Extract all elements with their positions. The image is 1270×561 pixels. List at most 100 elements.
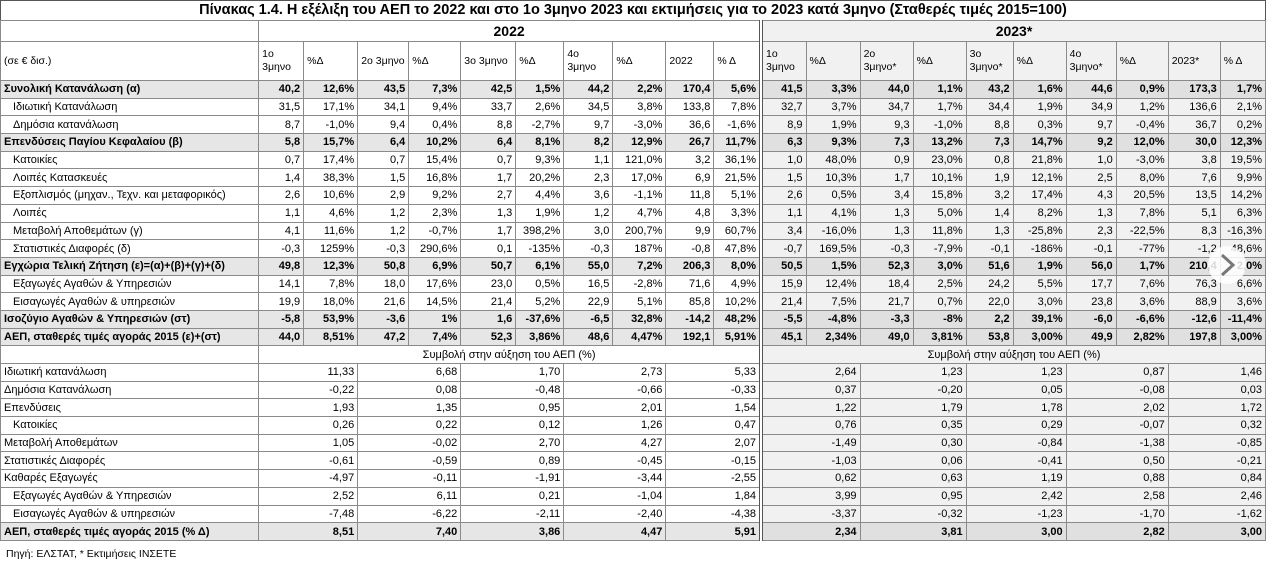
cell-value: 2,2% [612,80,667,99]
cell-value: 0,95 [460,398,565,418]
cell-value: 192,1 [665,327,715,347]
cell-value: 2,52 [258,486,359,506]
cell-value: 2,6 [258,186,305,205]
cell-value: 1,22 [759,398,861,418]
footer-note: Πηγή: ΕΛΣΤΑΤ, * Εκτιμήσεις ΙΝΣΕΤΕ [6,548,177,560]
cell-value: 17,1% [303,97,359,117]
cell-value: 60,7% [713,221,762,241]
cell-value: 0,30 [859,433,967,453]
cell-value: 2,3 [563,168,614,188]
cell-value: 1,23 [965,363,1067,382]
cell-value: 3,3% [805,80,861,99]
cell-value: 1,2 [357,203,410,223]
cell-value: 2,64 [759,363,861,382]
cell-value: -4,97 [258,469,359,488]
cell-value: 44,0 [258,327,305,347]
cell-value: 7,6% [1115,274,1169,294]
contribution-row: Εξαγωγές Αγαθών & Υπηρεσιών 2,52 6,11 0,21-… [0,486,1267,506]
cell-value: 3,81 [859,522,967,541]
cell-value: -1,49 [759,433,861,453]
cell-value: 13,5 [1167,186,1221,205]
cell-value: 1,7 [460,221,517,241]
cell-value: 6,9 [665,168,715,188]
cell-value: 3,2 [965,186,1014,205]
cell-value: 23,8 [1065,292,1117,311]
cell-value: 4,9% [713,274,762,294]
cell-value: 4,47 [563,522,667,541]
cell-value: 5,6% [713,80,762,99]
cell-value: 4,4% [515,186,565,205]
cell-value: 3,0% [912,256,967,276]
cell-value: 8,8 [965,115,1014,135]
cell-value: 44,0 [859,80,914,99]
cell-value: 2,58 [1065,486,1169,506]
cell-value: 21,6 [357,292,410,311]
cell-value: 1,6 [460,309,517,329]
cell-value: -0,20 [859,380,967,400]
cell-value: 41,5 [759,80,807,99]
cell-value: 17,4% [303,150,359,170]
cell-value: 0,47 [665,416,762,435]
cell-value: -0,22 [258,380,359,400]
cell-value: 3,86% [515,327,565,347]
cell-value: 0,84 [1167,469,1267,488]
row-label: Ιδιωτική κατανάλωση [0,363,260,382]
year-row: 2022 2023* [0,20,1267,42]
column-header: 1ο 3μηνο [258,41,305,81]
cell-value: -3,6 [357,309,410,329]
cell-value: -0,15 [665,451,762,471]
cell-value: 36,7 [1167,115,1221,135]
cell-value: 9,2% [408,186,462,205]
row-label: Εισαγωγές Αγαθών & υπηρεσιών [0,504,260,524]
row-label: Εισαγωγές Αγαθών & υπηρεσιών [0,292,260,311]
cell-value: 23,0 [460,274,517,294]
row-label: Καθαρές Εξαγωγές [0,469,260,488]
cell-value: 0,5% [515,274,565,294]
cell-value: 2,02 [1065,398,1169,418]
cell-value: 2,6% [515,97,565,117]
gdp-table: Πίνακας 1.4. Η εξέλιξη του ΑΕΠ το 2022 κ… [0,0,1267,541]
cell-value: 6,68 [357,363,462,382]
cell-value: 4,47% [612,327,667,347]
cell-value: 2,82% [1115,327,1169,347]
cell-value: 1,7% [912,97,967,117]
cell-value: 8,51% [303,327,359,347]
cell-value: 47,8% [713,239,762,258]
cell-value: 36,6 [665,115,715,135]
cell-value: 9,3% [805,133,861,152]
cell-value: 4,6% [303,203,359,223]
next-arrow[interactable] [1208,246,1246,284]
cell-value: 0,4% [408,115,462,135]
cell-value: -1,62 [1167,504,1267,524]
cell-value: 2,46 [1167,486,1267,506]
cell-value: -135% [515,239,565,258]
column-header: % Δ [713,41,762,81]
cell-value: -0,45 [563,451,667,471]
row-label: Δημόσια κατανάλωση [0,115,260,135]
cell-value: 20,5% [1115,186,1169,205]
cell-value: 1,19 [965,469,1067,488]
cell-value: 26,7 [665,133,715,152]
cell-value: 290,6% [408,239,462,258]
column-header: 2022 [665,41,715,81]
column-header: %Δ [1115,41,1169,81]
cell-value: 1,35 [357,398,462,418]
cell-value: 2,01 [563,398,667,418]
arrow-icon[interactable] [1208,246,1246,284]
contribution-row: Δημόσια Κατανάλωση -0,22 0,08 -0,48 -0,66 -0,… [0,380,1267,400]
cell-value: 7,3% [408,80,462,99]
cell-value: 44,6 [1065,80,1117,99]
cell-value: 1,1 [258,203,305,223]
cell-value: 34,5 [563,97,614,117]
cell-value: -1,70 [1065,504,1169,524]
cell-value: -1,03 [759,451,861,471]
cell-value: 3,3% [713,203,762,223]
cell-value: 1,3 [460,203,517,223]
table-title: Πίνακας 1.4. Η εξέλιξη του ΑΕΠ το 2022 κ… [0,0,1266,20]
cell-value: 39,1% [1012,309,1067,329]
data-row: Δημόσια κατανάλωση 8,7 -1,0% 9,4 0,4% 8,8 -2,7… [0,115,1267,135]
cell-value: 1,5% [805,256,861,276]
cell-value: 8,3 [1167,221,1221,241]
cell-value: 7,2% [612,256,667,276]
cell-value: 1,23 [859,363,967,382]
